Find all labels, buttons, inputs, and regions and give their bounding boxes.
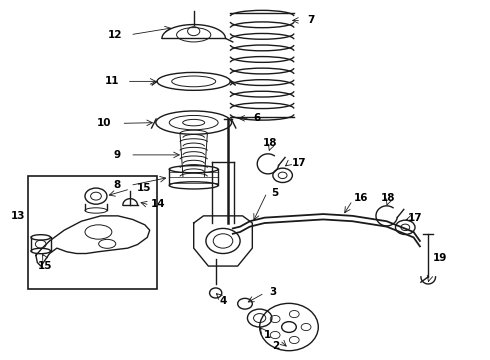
Text: 14: 14 — [151, 199, 166, 210]
Text: 19: 19 — [433, 253, 448, 263]
Text: 3: 3 — [270, 287, 277, 297]
Text: 6: 6 — [254, 113, 261, 123]
Text: 16: 16 — [354, 193, 368, 203]
Text: 18: 18 — [263, 139, 278, 148]
Text: 8: 8 — [113, 180, 121, 190]
Text: 13: 13 — [11, 211, 25, 221]
Text: 17: 17 — [408, 213, 422, 222]
Text: 12: 12 — [108, 30, 123, 40]
Text: 5: 5 — [271, 188, 279, 198]
Text: 18: 18 — [381, 193, 395, 203]
Text: 17: 17 — [292, 158, 306, 168]
Text: 15: 15 — [37, 261, 52, 271]
Text: 7: 7 — [307, 15, 315, 26]
Text: 10: 10 — [97, 118, 112, 128]
Text: 4: 4 — [220, 296, 227, 306]
Text: 11: 11 — [105, 76, 120, 86]
Text: 15: 15 — [137, 183, 151, 193]
Bar — [27, 176, 157, 289]
Text: 1: 1 — [263, 330, 270, 340]
Text: 9: 9 — [113, 150, 121, 160]
Text: 2: 2 — [271, 341, 279, 351]
